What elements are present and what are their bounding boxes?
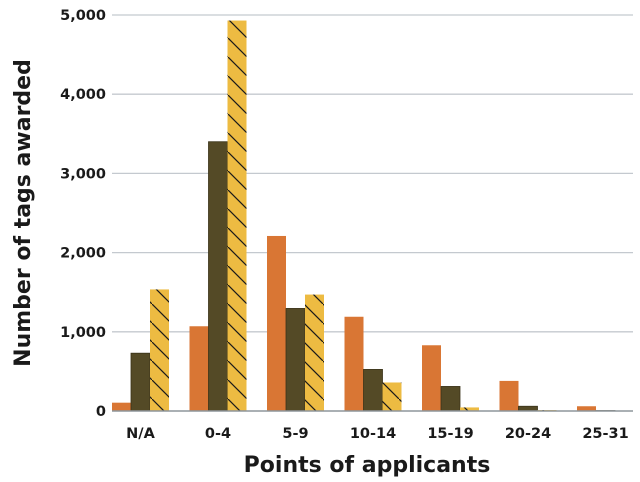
x-tick-label: 25-31 [582,426,628,442]
y-tick-label: 0 [96,404,106,420]
bar [460,407,479,411]
gridlines [112,14,633,333]
y-axis-ticks: 0 1,000 2,000 3,000 4,000 5,000 [60,8,106,420]
bar [130,352,151,412]
bar [363,369,383,412]
bar [150,289,169,411]
x-axis-label: Points of applicants [244,453,491,478]
x-tick-label: N/A [126,426,155,442]
x-tick-label: 10-14 [350,426,396,442]
x-tick-label: 5-9 [282,426,308,442]
bar [499,380,519,411]
y-tick-label: 3,000 [60,166,106,182]
bar [267,235,286,411]
bar [227,20,247,411]
y-tick-label: 2,000 [60,246,106,262]
bar [189,326,209,411]
bar [382,382,402,411]
bar [440,386,461,412]
bar [208,141,228,412]
bars [112,20,616,412]
bar [305,294,324,411]
y-tick-label: 1,000 [60,325,106,341]
x-tick-label: 0-4 [205,426,231,442]
bar [344,316,364,411]
x-tick-label: 20-24 [505,426,551,442]
x-axis-ticks: N/A 0-4 5-9 10-14 15-19 20-24 25-31 [126,426,629,442]
y-tick-label: 4,000 [60,87,106,103]
bar [112,402,131,411]
y-tick-label: 5,000 [60,8,106,24]
bar [577,406,596,411]
x-tick-label: 15-19 [427,426,473,442]
bar [285,308,306,412]
y-axis-label: Number of tags awarded [11,59,36,367]
bar [422,345,441,411]
